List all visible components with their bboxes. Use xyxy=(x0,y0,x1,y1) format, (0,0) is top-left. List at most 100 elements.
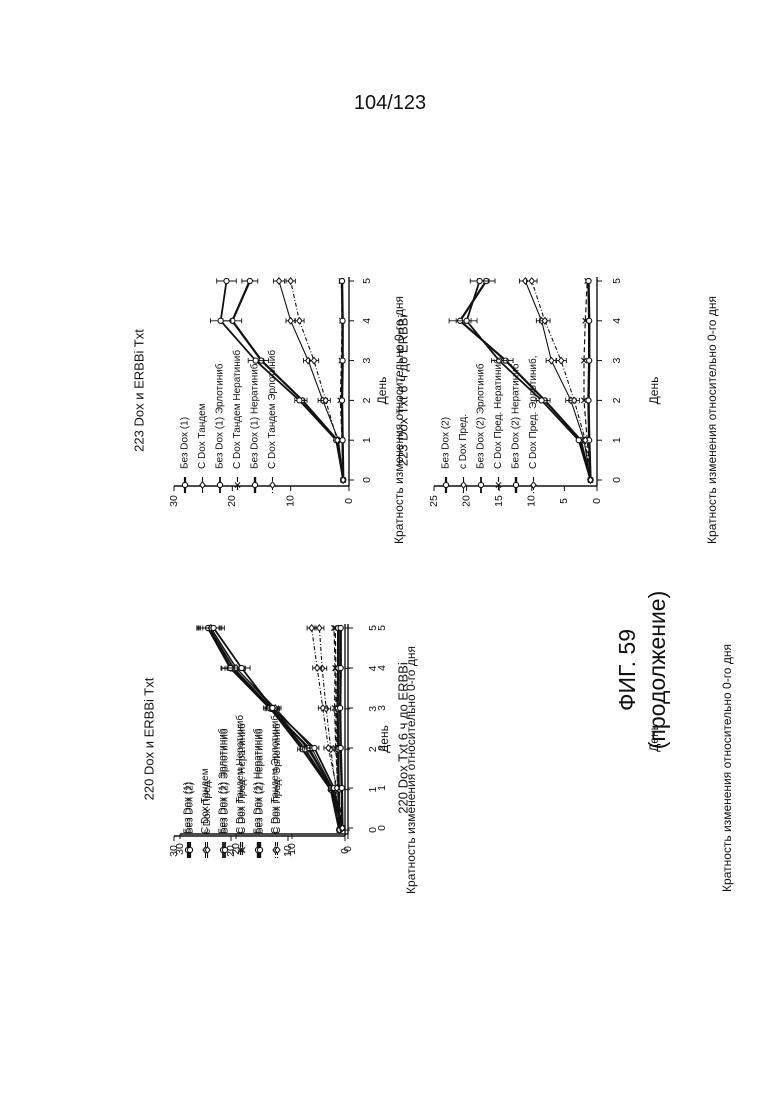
data-point xyxy=(443,482,448,487)
legend-entry: Без Dox (2) xyxy=(441,417,452,469)
data-point xyxy=(218,318,223,323)
x-tick-label: 2 xyxy=(611,397,623,403)
data-point xyxy=(338,665,343,670)
y-tick-label: 25 xyxy=(428,495,440,507)
x-tick-label: 5 xyxy=(376,625,388,631)
data-point xyxy=(239,665,244,670)
data-point xyxy=(253,358,258,363)
data-point xyxy=(288,278,293,284)
y-tick-label: 10 xyxy=(526,495,538,507)
data-point xyxy=(513,482,518,487)
data-point xyxy=(182,482,187,487)
data-point xyxy=(477,278,482,283)
figure-subcaption: (продолжение) xyxy=(642,520,672,820)
data-point xyxy=(200,482,205,488)
legend-entry: С Dox Тандем xyxy=(197,403,208,469)
data-point xyxy=(222,847,227,852)
data-point xyxy=(529,278,534,284)
data-point xyxy=(338,625,343,630)
x-tick-label: 1 xyxy=(361,437,373,443)
data-point xyxy=(338,705,343,710)
data-point xyxy=(340,358,345,363)
data-point xyxy=(270,482,275,488)
data-point xyxy=(312,745,317,750)
data-point xyxy=(586,278,591,283)
legend-entry: с Dox Пред. xyxy=(202,779,213,834)
data-point xyxy=(340,438,345,443)
chart-223-dox-erbbi: 0123450102030ДеньКратность изменения отн… xyxy=(131,277,406,544)
legend-entry: Без Dox (1) Эрлотиниб xyxy=(214,363,226,469)
y-tick-label: 0 xyxy=(343,498,355,504)
data-point xyxy=(587,358,592,363)
data-point xyxy=(539,398,544,403)
data-point xyxy=(217,482,222,487)
x-tick-label: 4 xyxy=(361,318,373,324)
series-line xyxy=(279,281,343,480)
y-tick-label: 20 xyxy=(230,843,242,855)
y-tick-label: 0 xyxy=(591,498,603,504)
data-point xyxy=(317,625,322,631)
x-tick-label: 2 xyxy=(361,397,373,403)
y-tick-label: 30 xyxy=(168,495,180,507)
series-line xyxy=(589,281,591,480)
x-tick-label: 3 xyxy=(376,705,388,711)
legend-entry: Без Dox (1) xyxy=(180,417,191,469)
data-point xyxy=(311,357,316,363)
data-point xyxy=(586,398,591,403)
series-line xyxy=(340,628,342,828)
data-point xyxy=(478,482,483,487)
x-tick-label: 1 xyxy=(376,785,388,791)
data-point xyxy=(276,278,281,284)
figure-caption-block: ФИГ. 59 (продолжение) xyxy=(612,500,762,650)
x-tick-label: 4 xyxy=(611,318,623,324)
y-tick-label: 30 xyxy=(174,843,186,855)
data-point xyxy=(252,482,257,487)
data-point xyxy=(288,318,293,324)
data-point xyxy=(549,357,554,363)
y-tick-label: 5 xyxy=(558,498,570,504)
legend-entry: Без Dox (2) Эрлотиниб xyxy=(219,728,231,834)
y-tick-label: 0 xyxy=(342,846,354,852)
series-line xyxy=(342,281,343,480)
data-point xyxy=(187,847,192,852)
data-point xyxy=(576,438,581,443)
y-tick-label: 10 xyxy=(286,843,298,855)
y-tick-label: 20 xyxy=(226,495,238,507)
data-point xyxy=(211,625,216,630)
legend-entry: С Dox Тандем Нератиниб xyxy=(231,350,243,469)
chart-title: 220 Dox и ERBBi Txt xyxy=(141,677,156,800)
x-tick-label: 5 xyxy=(611,278,623,284)
data-point xyxy=(315,665,320,671)
x-tick-label: 3 xyxy=(611,358,623,364)
legend-entry: с Dox Пред. xyxy=(458,414,469,469)
chart-title: 223 Dox и ERBBi Txt xyxy=(131,329,146,452)
data-point xyxy=(339,278,344,283)
x-tick-label: 4 xyxy=(376,665,388,671)
legend-entry: Без Dox (1) Нератиниб xyxy=(249,363,261,469)
data-point xyxy=(559,357,564,363)
y-tick-label: 15 xyxy=(493,495,505,507)
x-axis-label: День xyxy=(375,377,389,405)
data-point xyxy=(461,482,466,488)
legend-entry: С Dox Пред. Эрлотиниб xyxy=(271,723,283,834)
legend-entry: Без Dox (2) Нератиниб xyxy=(510,363,522,469)
data-point xyxy=(339,398,344,403)
legend-entry: Без Dox (2) Эрлотиниб xyxy=(475,363,487,469)
y-tick-label: 10 xyxy=(284,495,296,507)
x-axis-label: День xyxy=(647,377,661,405)
data-point xyxy=(297,318,302,324)
data-point xyxy=(247,278,252,283)
legend-entry: С Dox Пред. Эрлотиниб, xyxy=(527,355,539,469)
data-point xyxy=(338,745,343,750)
chart-title: 220 Dox Txt 6 ч до ERBBi xyxy=(395,662,410,814)
legend-entry: Без Dox (2) xyxy=(185,782,196,834)
series-line xyxy=(291,281,344,480)
legend-entry: Без Dox (2) Нератиниб xyxy=(254,728,266,834)
data-point xyxy=(587,318,592,323)
x-tick-label: 3 xyxy=(361,358,373,364)
data-point xyxy=(297,398,302,403)
data-point xyxy=(309,625,314,631)
x-tick-label: 0 xyxy=(611,477,623,483)
figure-caption: ФИГ. 59 xyxy=(612,520,642,820)
x-tick-label: 0 xyxy=(376,825,388,831)
